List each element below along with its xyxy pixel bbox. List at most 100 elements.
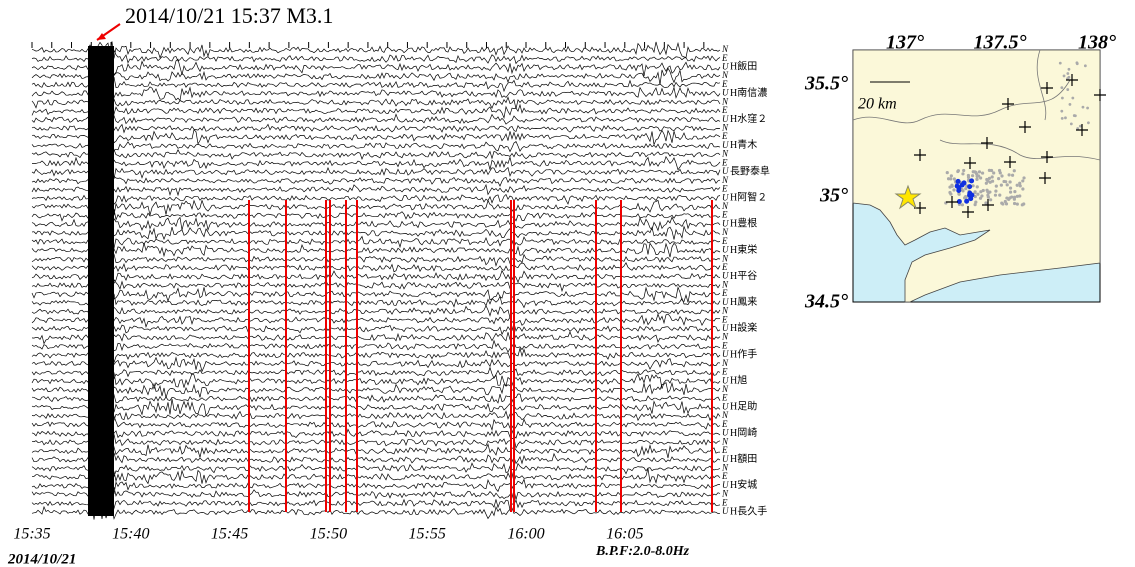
component-label: U — [722, 88, 729, 98]
blue-dot — [969, 178, 975, 184]
event-annotation: 2014/10/21 15:37 M3.1 — [125, 3, 333, 28]
station-label: H鳳来 — [730, 296, 757, 308]
component-label: U — [722, 245, 729, 255]
grey-dot — [1004, 180, 1008, 184]
arrow-head — [97, 33, 106, 40]
grey-dot — [1060, 116, 1064, 120]
grey-dot — [960, 203, 964, 207]
grey-dot — [1066, 88, 1070, 91]
lon-label: 138° — [1078, 32, 1116, 54]
grey-dot — [975, 185, 979, 189]
component-label: N — [721, 96, 729, 106]
waveform — [31, 484, 721, 503]
lon-label: 137° — [886, 32, 924, 54]
grey-dot — [1013, 189, 1017, 194]
grey-dot — [977, 170, 982, 174]
grey-dot — [990, 179, 995, 183]
waveform — [31, 407, 721, 422]
component-label: N — [721, 306, 729, 316]
component-label: E — [721, 236, 728, 246]
grey-dot — [979, 176, 983, 180]
component-label: U — [722, 297, 729, 307]
grey-dot — [992, 171, 996, 175]
station-label: H飯田 — [730, 60, 757, 73]
component-label: U — [722, 506, 729, 516]
waveform — [31, 110, 721, 129]
grey-dot — [1066, 72, 1070, 75]
x-tick-label: 15:45 — [211, 526, 248, 543]
waveform — [31, 301, 721, 319]
waveform — [31, 224, 721, 241]
grey-dot — [961, 189, 965, 193]
waveform — [31, 249, 721, 267]
grey-dot — [974, 200, 978, 204]
waveform — [31, 208, 721, 225]
grey-dot — [1007, 173, 1011, 177]
grey-dot — [963, 196, 967, 200]
component-label: E — [721, 445, 728, 455]
grey-dot — [1083, 64, 1087, 68]
station-label: H岡崎 — [730, 426, 757, 439]
waveform — [31, 496, 721, 511]
grey-dot — [952, 188, 956, 192]
waveform — [31, 198, 721, 217]
lon-label: 137.5° — [974, 32, 1027, 54]
grey-dot — [1004, 202, 1009, 206]
grey-dot — [1021, 179, 1025, 183]
waveform — [31, 477, 721, 494]
grey-dot — [973, 203, 977, 207]
grey-dot — [1008, 180, 1012, 184]
component-label: U — [722, 480, 729, 490]
station-label: H長久手 — [730, 504, 767, 517]
grey-dot — [1015, 202, 1019, 206]
grey-dot — [1008, 186, 1013, 190]
station-cross — [1066, 74, 1078, 86]
station-cross — [1004, 156, 1016, 168]
grey-dot — [1015, 194, 1019, 198]
component-label: N — [721, 70, 729, 80]
grey-dot — [986, 193, 990, 197]
grey-dot — [1018, 194, 1022, 198]
station-label: H足助 — [730, 400, 757, 413]
component-label: U — [722, 166, 729, 176]
station-label: H平谷 — [730, 270, 757, 282]
station-label: H額田 — [730, 452, 757, 465]
waveform — [31, 363, 721, 383]
component-label: U — [722, 428, 729, 438]
waveform — [31, 414, 721, 435]
grey-dot — [956, 169, 960, 173]
component-label: N — [721, 332, 729, 342]
station-label: H東栄 — [730, 243, 757, 256]
station-label: H水窪２ — [730, 112, 767, 125]
grey-dot — [1087, 121, 1090, 125]
grey-dot — [974, 170, 978, 174]
component-label: E — [721, 367, 728, 377]
grey-dot — [1022, 176, 1026, 180]
grey-dot — [975, 174, 979, 178]
waveform — [31, 347, 721, 363]
component-label: U — [722, 61, 729, 71]
grey-dot — [1064, 116, 1067, 120]
component-label: E — [721, 393, 728, 403]
grey-dot — [1005, 183, 1009, 187]
component-label: N — [721, 123, 729, 133]
waveform — [31, 41, 721, 59]
waveform — [31, 311, 721, 330]
grey-dot — [1062, 74, 1066, 78]
waveform — [31, 503, 721, 520]
grey-dot — [1076, 127, 1080, 130]
grey-dot — [1067, 67, 1071, 71]
component-label: E — [721, 131, 728, 141]
component-label: N — [721, 175, 729, 185]
grey-dot — [993, 193, 998, 197]
grey-dot — [1018, 181, 1022, 185]
x-tick-label: 15:40 — [112, 526, 149, 543]
grey-dot — [948, 185, 952, 189]
station-cross — [982, 199, 994, 211]
component-label: E — [721, 419, 728, 429]
waveform — [31, 286, 721, 304]
x-tick-label: 16:00 — [507, 526, 544, 543]
station-cross — [1094, 89, 1106, 101]
component-label: N — [721, 436, 729, 446]
